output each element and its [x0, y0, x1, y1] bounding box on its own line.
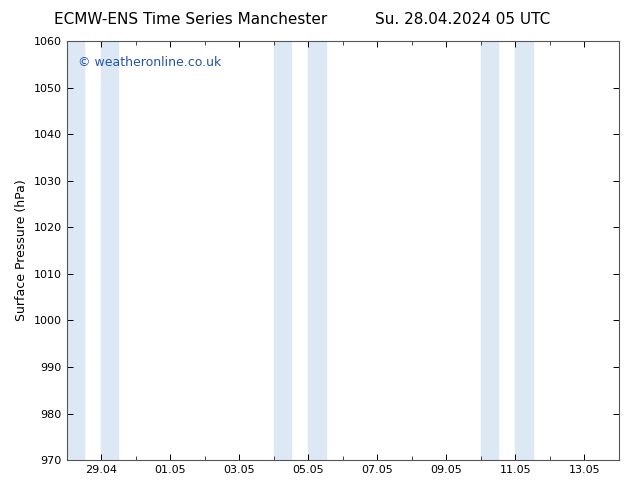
Bar	[274, 41, 291, 460]
Y-axis label: Surface Pressure (hPa): Surface Pressure (hPa)	[15, 180, 28, 321]
Text: © weatheronline.co.uk: © weatheronline.co.uk	[77, 56, 221, 69]
Text: Su. 28.04.2024 05 UTC: Su. 28.04.2024 05 UTC	[375, 12, 550, 27]
Bar	[308, 41, 325, 460]
Text: ECMW-ENS Time Series Manchester: ECMW-ENS Time Series Manchester	[54, 12, 327, 27]
Bar	[101, 41, 119, 460]
Bar	[481, 41, 498, 460]
Bar	[515, 41, 533, 460]
Bar	[67, 41, 84, 460]
